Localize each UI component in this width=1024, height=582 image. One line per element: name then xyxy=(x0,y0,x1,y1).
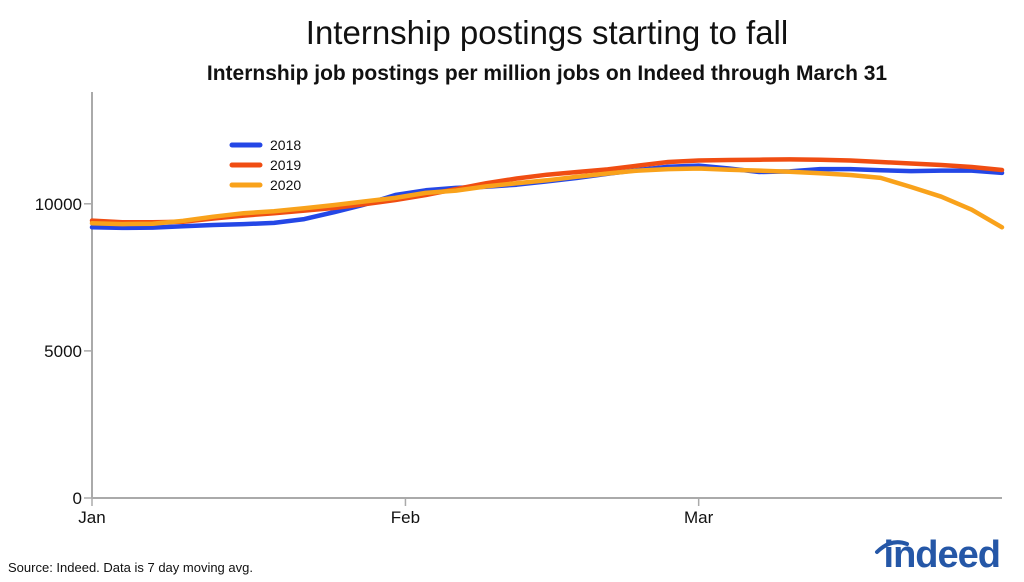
indeed-logo-arc xyxy=(875,540,909,554)
y-tick-label: 5000 xyxy=(44,342,82,361)
y-tick-label: 0 xyxy=(73,489,82,508)
series-line-2020 xyxy=(89,166,1005,230)
x-tick-label: Jan xyxy=(78,508,105,527)
legend-label-2018: 2018 xyxy=(270,137,301,153)
chart-title: Internship postings starting to fall xyxy=(305,14,789,51)
legend-label-2019: 2019 xyxy=(270,157,301,173)
legend-label-2020: 2020 xyxy=(270,177,301,193)
chart-subtitle: Internship job postings per million jobs… xyxy=(206,62,888,85)
x-tick-label: Mar xyxy=(684,508,714,527)
x-tick-label: Feb xyxy=(391,508,420,527)
series-line-2019 xyxy=(89,157,1005,225)
y-tick-label: 10000 xyxy=(35,195,82,214)
indeed-logo: indeed xyxy=(883,534,1001,576)
source-note: Source: Indeed. Data is 7 day moving avg… xyxy=(8,560,253,575)
